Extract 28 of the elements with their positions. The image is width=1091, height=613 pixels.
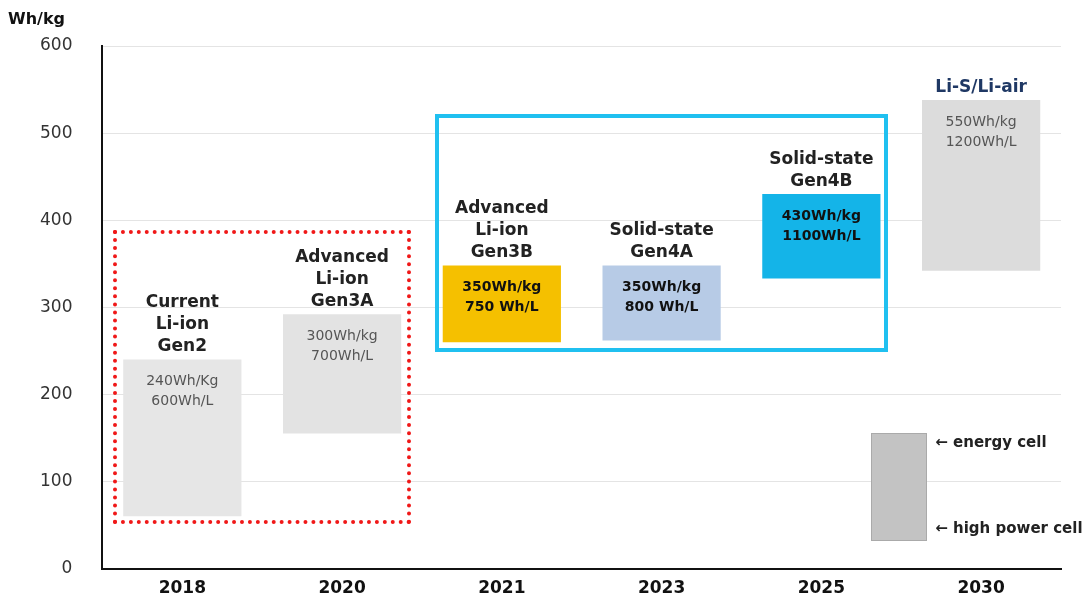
x-tick-label: 2025 [797, 577, 846, 598]
annotation: 240Wh/Kg 600Wh/L [146, 372, 219, 409]
annotation: Li-S/Li-air [935, 75, 1028, 96]
annotation: Solid-state Gen4A [609, 219, 714, 262]
annotation: Advanced Li-ion Gen3A [295, 246, 389, 311]
y-tick-label: 100 [39, 469, 73, 490]
annotation: 430Wh/kg 1100Wh/L [781, 206, 861, 243]
annotation: 350Wh/kg 750 Wh/L [462, 278, 542, 315]
annotation: ← high power cell [935, 518, 1083, 537]
annotation: 350Wh/kg 800 Wh/L [622, 278, 702, 315]
y-tick-label: 400 [39, 208, 73, 229]
annotation: Solid-state Gen4B [769, 147, 874, 190]
x-tick-label: 2018 [158, 577, 206, 598]
y-axis-title: Wh/kg [8, 9, 65, 29]
x-tick-label: 2023 [637, 577, 686, 598]
x-tick-label: 2020 [318, 577, 366, 598]
annotation: ← energy cell [935, 432, 1047, 451]
annotation: 550Wh/kg 1200Wh/L [945, 112, 1017, 149]
y-tick-label: 200 [39, 382, 73, 403]
x-tick-label: 2030 [957, 577, 1005, 598]
x-tick-label: 2021 [478, 577, 526, 598]
annotation: 300Wh/kg 700Wh/L [306, 326, 378, 363]
annotation: Advanced Li-ion Gen3B [454, 197, 549, 262]
y-tick-label: 500 [39, 121, 73, 142]
y-tick-label: 0 [61, 557, 73, 578]
y-tick-label: 300 [39, 295, 73, 316]
y-tick-label: 600 [39, 34, 73, 55]
annotation: Current Li-ion Gen2 [145, 291, 219, 356]
